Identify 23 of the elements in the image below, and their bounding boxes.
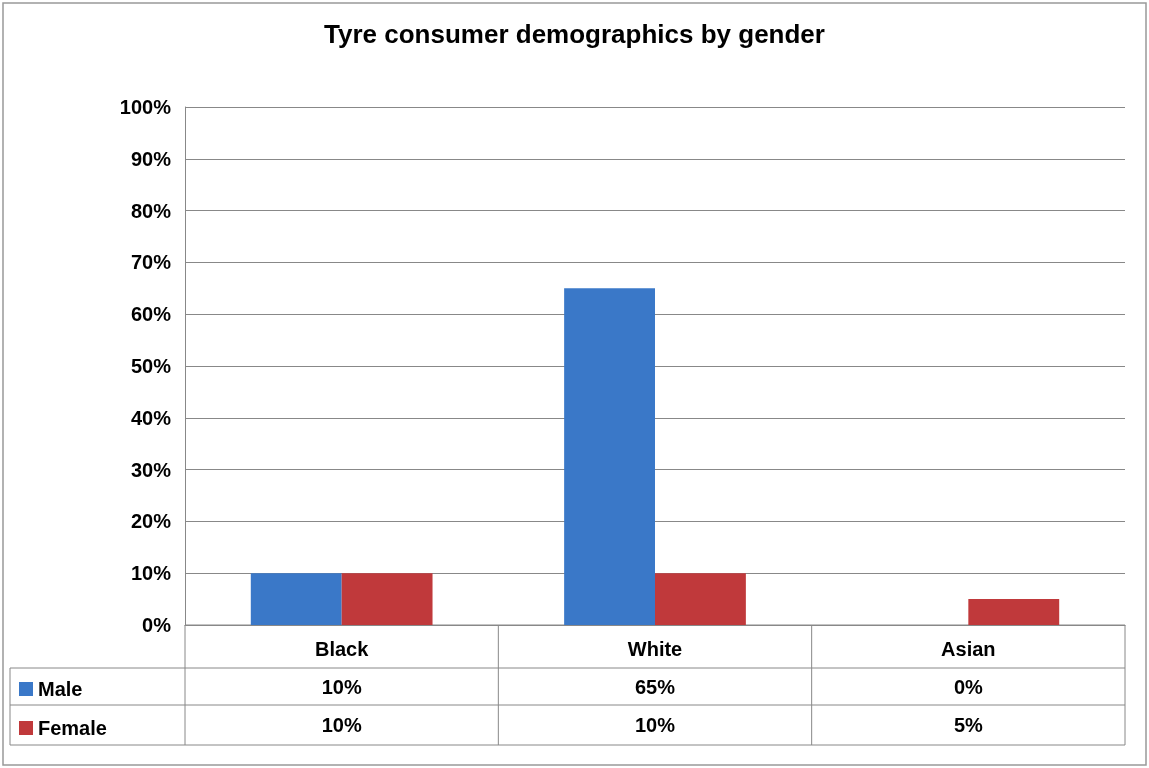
data-label: 10% bbox=[634, 714, 676, 736]
y-tick-label: 10% bbox=[130, 562, 172, 585]
data-label: 10% bbox=[321, 675, 362, 698]
y-tick-label: 50% bbox=[130, 355, 172, 377]
y-tick-label: 0% bbox=[142, 614, 172, 636]
y-tick-label: 60% bbox=[130, 303, 172, 326]
y-tick-label: 80% bbox=[130, 199, 172, 222]
y-tick-label: 100% bbox=[119, 96, 172, 118]
y-tick-label: 30% bbox=[130, 458, 172, 481]
x-tick-label: Black bbox=[314, 638, 370, 660]
x-tick-label: White bbox=[627, 638, 683, 660]
y-tick-label: 70% bbox=[130, 251, 172, 274]
y-tick-label: 40% bbox=[130, 406, 172, 429]
legend-label: Female bbox=[38, 717, 107, 739]
legend-label: Male bbox=[38, 678, 83, 700]
data-label: 10% bbox=[321, 714, 362, 736]
x-tick-label: Asian bbox=[941, 638, 996, 660]
data-label: 0% bbox=[953, 675, 983, 698]
data-label: 65% bbox=[634, 675, 676, 698]
chart-title: Tyre consumer demographics by gender bbox=[324, 19, 825, 49]
data-label: 5% bbox=[953, 714, 983, 736]
y-tick-label: 90% bbox=[130, 147, 172, 170]
y-tick-label: 20% bbox=[130, 510, 172, 533]
